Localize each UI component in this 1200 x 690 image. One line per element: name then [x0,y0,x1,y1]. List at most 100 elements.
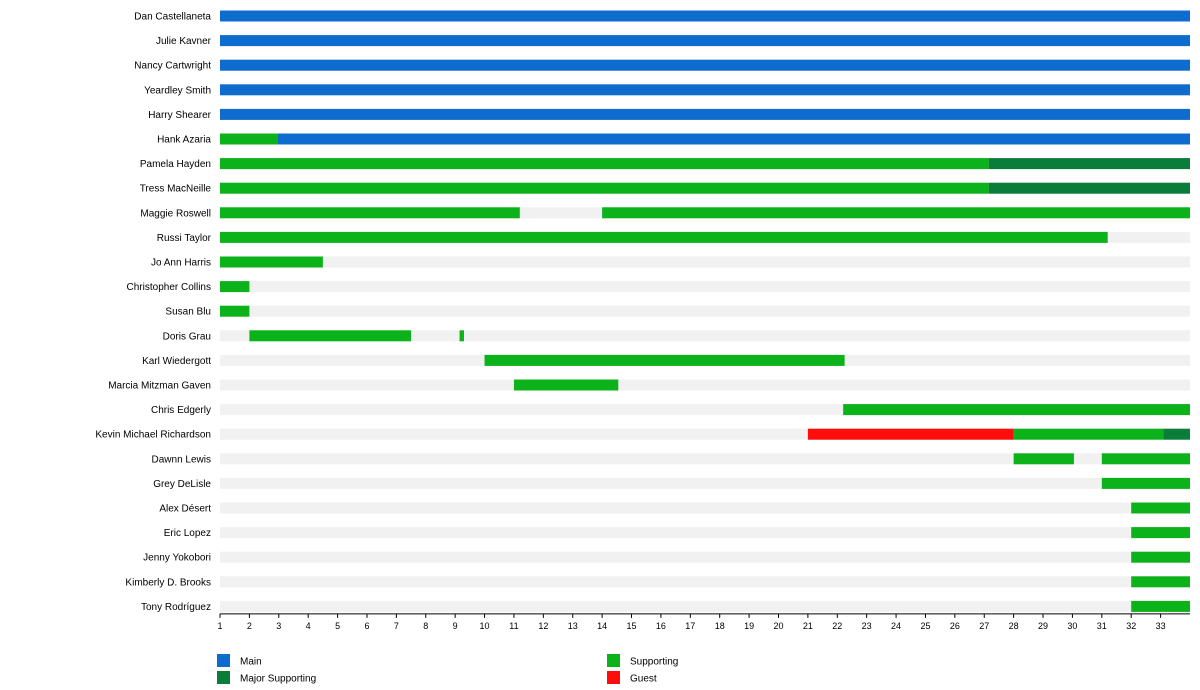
segment-supporting [484,354,845,366]
row-label: Dawnn Lewis [152,454,211,465]
x-tick-label: 30 [1067,621,1077,631]
segment-main [220,35,1190,47]
row-label: Harry Shearer [148,110,211,121]
row-label: Kevin Michael Richardson [95,430,211,441]
x-tick-label: 17 [685,621,695,631]
segment-main [220,10,1190,22]
row-background [220,330,1190,342]
row-background [220,453,1190,465]
legend-swatch [217,654,230,667]
row-kimberly-d-brooks: Kimberly D. Brooks [125,576,1190,588]
row-label: Grey DeLisle [153,479,211,490]
legend-item-major-supporting: Major Supporting [217,671,316,685]
row-label: Susan Blu [165,307,211,318]
legend-item-guest: Guest [607,671,657,685]
row-label: Hank Azaria [157,135,211,146]
row-label: Alex Désert [159,504,211,515]
row-label: Jo Ann Harris [151,258,211,269]
segment-supporting [220,158,989,170]
segment-supporting [602,207,1190,219]
segment-major-supporting [1163,428,1190,440]
legend-item-main: Main [217,654,262,668]
legend-label: Main [240,657,262,668]
row-background [220,305,1190,317]
x-tick-label: 29 [1038,621,1048,631]
row-nancy-cartwright: Nancy Cartwright [134,59,1190,72]
legend-label: Guest [630,674,657,685]
row-hank-azaria: Hank Azaria [157,133,1190,146]
segment-supporting [459,330,464,342]
segment-major-supporting [988,158,1190,170]
row-background [220,502,1190,514]
rows-layer: Dan Castellaneta Julie Kavner Nancy Cartwr… [95,10,1190,613]
row-alex-desert: Alex Désert [159,502,1190,515]
row-background [220,551,1190,563]
x-tick-label: 24 [891,621,901,631]
row-label: Doris Grau [163,331,211,342]
segment-supporting [1131,600,1190,612]
row-label: Tony Rodríguez [141,602,211,613]
row-label: Tress MacNeille [140,184,212,195]
row-yeardley-smith: Yeardley Smith [144,84,1190,96]
row-background [220,477,1190,489]
row-label: Pamela Hayden [140,159,211,170]
row-tress-macneille: Tress MacNeille [140,182,1190,195]
legend: Main Supporting Major Supporting Guest [217,654,678,685]
x-tick-label: 11 [509,621,518,631]
x-tick-label: 22 [832,621,842,631]
row-background [220,379,1190,391]
segment-supporting [1101,477,1190,489]
segment-supporting [1013,428,1164,440]
row-label: Yeardley Smith [144,85,211,96]
row-kevin-michael-richardson: Kevin Michael Richardson [95,428,1190,441]
x-tick-label: 6 [364,621,369,631]
row-dawnn-lewis: Dawnn Lewis [152,453,1190,465]
row-eric-lopez: Eric Lopez [164,527,1190,539]
row-chris-edgerly: Chris Edgerly [151,404,1190,416]
x-tick-label: 16 [656,621,666,631]
row-label: Russi Taylor [157,233,212,244]
segment-supporting [1101,453,1190,465]
row-label: Nancy Cartwright [134,61,211,72]
legend-item-supporting: Supporting [607,654,678,668]
x-tick-label: 7 [394,621,399,631]
row-susan-blu: Susan Blu [165,305,1190,318]
segment-main [220,59,1190,71]
segment-main [277,133,1190,145]
legend-swatch [607,671,620,684]
segment-supporting [1131,527,1190,539]
x-tick-label: 32 [1126,621,1136,631]
x-tick-label: 26 [950,621,960,631]
x-tick-label: 23 [862,621,872,631]
x-tick-label: 12 [538,621,548,631]
x-tick-label: 1 [217,621,222,631]
row-tony-rodriguez: Tony Rodríguez [141,600,1190,613]
row-christopher-collins: Christopher Collins [127,281,1190,293]
row-dan-castellaneta: Dan Castellaneta [134,10,1190,23]
x-tick-label: 31 [1097,621,1107,631]
x-tick-label: 19 [744,621,754,631]
row-label: Dan Castellaneta [134,12,211,23]
row-background [220,281,1190,293]
segment-supporting [220,207,520,219]
segment-supporting [220,281,250,293]
x-tick-label: 27 [979,621,989,631]
segment-supporting [1131,551,1190,563]
row-label: Julie Kavner [156,36,212,47]
row-background [220,600,1190,612]
row-jo-ann-harris: Jo Ann Harris [151,256,1190,269]
row-label: Chris Edgerly [151,405,211,416]
segment-supporting [220,231,1108,243]
row-label: Jenny Yokobori [143,553,211,564]
row-karl-wiedergott: Karl Wiedergott [142,354,1190,367]
segment-supporting [220,256,323,268]
x-tick-label: 20 [773,621,783,631]
legend-swatch [607,654,620,667]
row-background [220,428,1190,440]
row-jenny-yokobori: Jenny Yokobori [143,551,1190,564]
row-background [220,576,1190,588]
x-tick-label: 33 [1156,621,1166,631]
segment-supporting [220,133,278,145]
x-tick-label: 9 [453,621,458,631]
segment-supporting [1131,502,1190,514]
